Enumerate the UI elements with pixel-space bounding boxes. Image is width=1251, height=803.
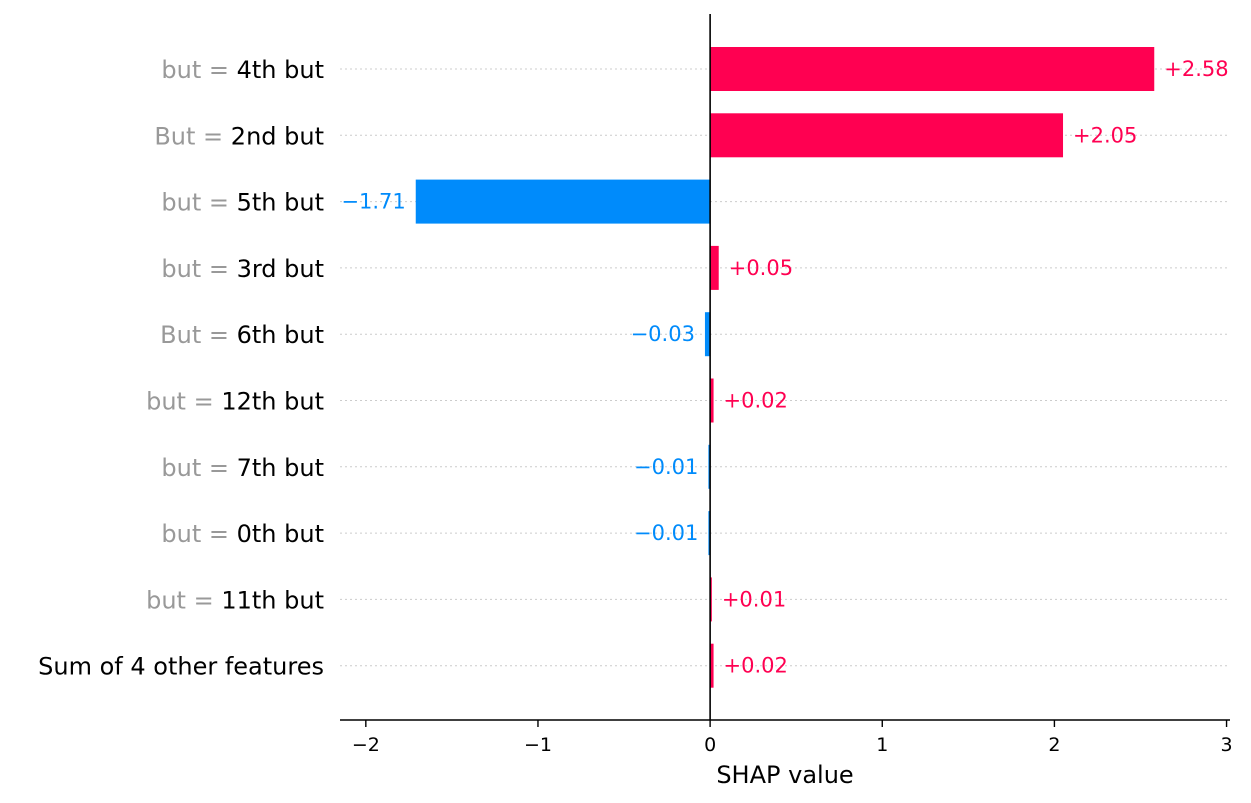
feature-name: But =	[154, 122, 230, 150]
bar-value-label: +0.02	[724, 654, 788, 678]
bar-value-label: −0.01	[634, 455, 698, 479]
feature-value: 7th but	[237, 454, 324, 482]
x-tick-label: 2	[1048, 734, 1060, 756]
bar-layer	[415, 47, 1155, 688]
shap-bar	[710, 577, 712, 622]
feature-value: 4th but	[237, 56, 324, 84]
grid-layer	[340, 68, 1230, 667]
bar-value-label: −0.01	[634, 521, 698, 545]
feature-label: but = 5th but	[161, 189, 324, 217]
bar-value-label: −1.71	[341, 190, 405, 214]
feature-value: 2nd but	[231, 122, 324, 150]
x-tick-label: −1	[524, 734, 552, 756]
feature-label: but = 11th but	[146, 586, 324, 614]
bar-value-label: −0.03	[631, 322, 695, 346]
shap-bar	[704, 312, 711, 357]
feature-value: 12th but	[221, 388, 324, 416]
shap-bar	[710, 113, 1064, 158]
feature-name: but =	[146, 586, 221, 614]
feature-value: 5th but	[237, 189, 324, 217]
label-layer: +2.58 but = 4th but +2.05 But = 2nd but −1.7…	[38, 56, 1228, 681]
shap-bar	[415, 179, 711, 224]
feature-label: but = 4th but	[161, 56, 324, 84]
feature-value: 3rd but	[237, 255, 324, 283]
x-tick-label: 0	[704, 734, 716, 756]
bar-value-label: +0.02	[724, 389, 788, 413]
x-tick-label: 3	[1221, 734, 1233, 756]
feature-name: but =	[161, 189, 236, 217]
bar-value-label: +2.05	[1073, 123, 1137, 147]
feature-value: 11th but	[221, 586, 324, 614]
shap-bar	[710, 643, 714, 688]
feature-name: But =	[160, 321, 236, 349]
feature-label: Sum of 4 other features	[38, 653, 324, 681]
feature-name: but =	[161, 454, 236, 482]
feature-name: but =	[146, 388, 221, 416]
feature-value: 0th but	[237, 520, 324, 548]
shap-bar	[710, 245, 719, 290]
shap-bar	[710, 378, 714, 423]
feature-label: But = 6th but	[160, 321, 324, 349]
feature-label-other: Sum of 4 other features	[38, 653, 324, 681]
feature-label: but = 7th but	[161, 454, 324, 482]
feature-name: but =	[161, 56, 236, 84]
feature-name: but =	[161, 520, 236, 548]
x-tick-label: 1	[876, 734, 888, 756]
bar-value-label: +0.05	[729, 256, 793, 280]
feature-value: 6th but	[237, 321, 324, 349]
bar-value-label: +2.58	[1164, 57, 1228, 81]
shap-bar	[710, 47, 1155, 91]
feature-label: but = 12th but	[146, 388, 324, 416]
feature-label: but = 3rd but	[161, 255, 324, 283]
feature-label: But = 2nd but	[154, 122, 324, 150]
shap-bar	[708, 444, 711, 489]
feature-label: but = 0th but	[161, 520, 324, 548]
x-tick-label: −2	[352, 734, 380, 756]
feature-name: but =	[161, 255, 236, 283]
x-axis-title: SHAP value	[716, 761, 853, 789]
shap-bar	[708, 511, 711, 556]
x-axis: −2 −1 0 1 2 3	[340, 14, 1233, 756]
bar-value-label: +0.01	[722, 587, 786, 611]
